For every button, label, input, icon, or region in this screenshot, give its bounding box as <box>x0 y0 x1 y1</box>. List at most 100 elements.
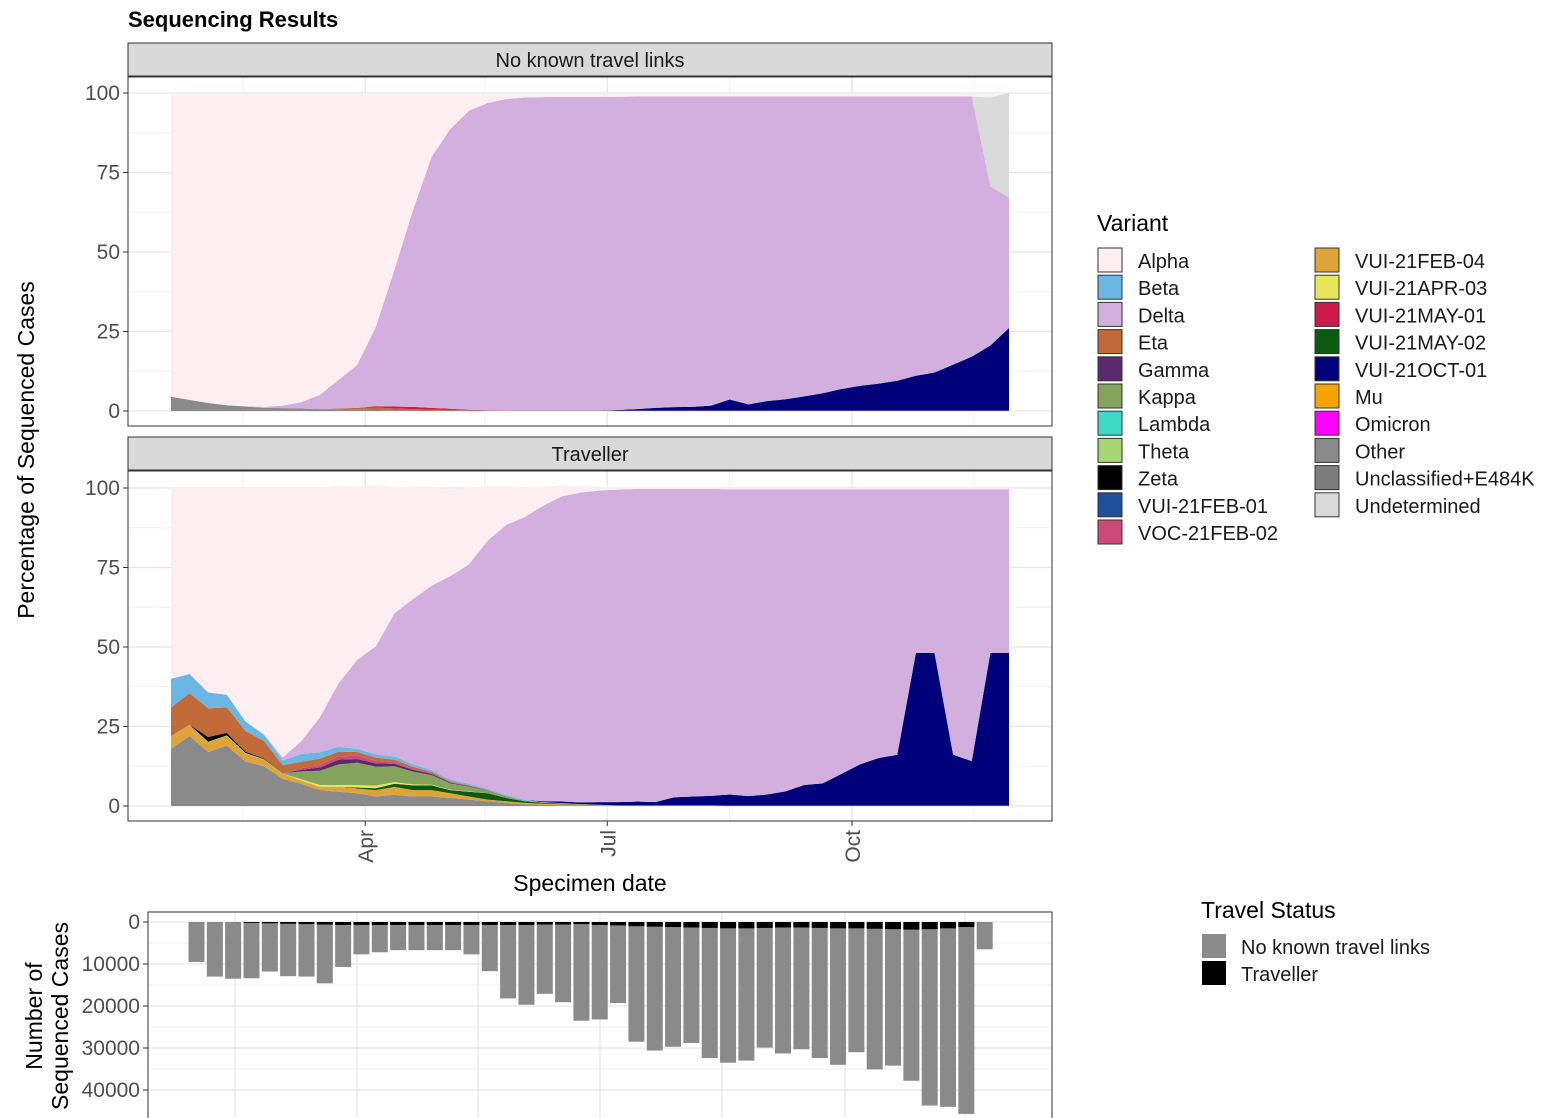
bar-no-known-travel-links <box>261 922 278 972</box>
bar-traveller <box>628 922 645 927</box>
y-axis-title: Percentage of Sequenced Cases <box>13 281 39 619</box>
y-tick-label: 100 <box>85 82 120 105</box>
bar-y-title-line2: Sequenced Cases <box>47 922 73 1110</box>
x-axis-title: Specimen date <box>513 870 666 896</box>
legend-key-zeta <box>1097 465 1123 491</box>
bar-traveller <box>353 922 370 925</box>
legend-key-lambda <box>1097 410 1123 436</box>
bar-no-known-travel-links <box>243 922 260 979</box>
bar-no-known-travel-links <box>481 922 498 972</box>
bar-no-known-travel-links <box>940 922 957 1107</box>
facet-strip-1 <box>127 42 1053 77</box>
bar-traveller <box>610 922 627 926</box>
legend-label-voc-21feb-02: VOC-21FEB-02 <box>1138 523 1278 545</box>
bar-traveller <box>756 922 773 928</box>
bar-traveller <box>775 922 792 928</box>
bar-no-known-travel-links <box>225 922 242 979</box>
bar-no-known-travel-links <box>463 922 480 955</box>
travel-legend-key-traveller <box>1202 961 1226 985</box>
bar-no-known-travel-links <box>426 922 443 951</box>
legend-label-mu: Mu <box>1355 387 1383 409</box>
legend-label-gamma: Gamma <box>1138 360 1210 382</box>
legend-label-vui-21apr-03: VUI-21APR-03 <box>1355 278 1487 300</box>
panel-no-known-travel-links: 0 25 50 75 100 <box>85 76 1053 427</box>
bar-no-known-travel-links <box>445 922 462 951</box>
legend-key-vui-21apr-03 <box>1314 274 1340 300</box>
bar-no-known-travel-links <box>610 922 627 1004</box>
legend-key-voc-21feb-02 <box>1097 519 1123 545</box>
y-tick-label: 0 <box>108 400 120 423</box>
bar-no-known-travel-links <box>793 922 810 1050</box>
bar-traveller <box>298 922 315 925</box>
bar-traveller <box>481 922 498 925</box>
x-tick-label: Apr <box>355 830 378 863</box>
bar-traveller <box>390 922 407 925</box>
bar-y-tick-label: 40000 <box>82 1079 140 1102</box>
panel-border <box>127 470 1053 822</box>
legend-label-vui-21may-02: VUI-21MAY-02 <box>1355 333 1486 355</box>
legend-key-unclassified-e484k <box>1314 465 1340 491</box>
bar-no-known-travel-links <box>921 922 938 1106</box>
travel-legend-title: Travel Status <box>1201 897 1336 923</box>
legend-label-vui-21may-01: VUI-21MAY-01 <box>1355 305 1486 327</box>
variant-legend: Alpha Beta Delta Eta Gamma Kappa Lambda Theta Ze… <box>1097 247 1535 545</box>
legend-key-omicron <box>1314 410 1340 436</box>
bar-no-known-travel-links <box>573 922 590 1021</box>
bar-traveller <box>811 922 828 928</box>
x-axis-ticks: Apr Jul Oct <box>355 821 865 863</box>
bar-traveller <box>500 922 517 925</box>
bar-no-known-travel-links <box>958 922 975 1114</box>
bar-y-title-line1: Number of <box>21 962 47 1070</box>
area-vui-21oct-01 <box>171 328 1009 411</box>
area-vui-21oct-01 <box>171 653 1009 806</box>
bar-traveller <box>921 922 938 930</box>
area-other <box>171 736 1009 806</box>
legend-label-kappa: Kappa <box>1138 387 1197 409</box>
bar-no-known-travel-links <box>408 922 425 951</box>
bar-no-known-travel-links <box>756 922 773 1048</box>
legend-label-vui-21feb-01: VUI-21FEB-01 <box>1138 496 1268 518</box>
bar-traveller <box>665 922 682 928</box>
y-tick-label: 50 <box>97 241 120 264</box>
bar-traveller <box>445 922 462 925</box>
travel-status-legend: No known travel links Traveller <box>1202 934 1430 986</box>
legend-label-omicron: Omicron <box>1355 414 1431 436</box>
bar-traveller <box>738 922 755 929</box>
bar-traveller <box>720 922 737 929</box>
area-alpha <box>171 92 1009 407</box>
bar-no-known-travel-links <box>518 922 535 1005</box>
bar-no-known-travel-links <box>848 922 865 1053</box>
legend-key-beta <box>1097 274 1123 300</box>
panel-traveller: 0 25 50 75 100 <box>85 470 1053 822</box>
bar-traveller <box>371 922 388 925</box>
area-other <box>171 396 1009 411</box>
bar-y-tick-label: 10000 <box>82 953 140 976</box>
legend-label-other: Other <box>1355 441 1405 463</box>
bar-no-known-travel-links <box>280 922 297 977</box>
legend-label-delta: Delta <box>1138 305 1186 327</box>
x-tick-label: Oct <box>842 830 865 863</box>
bar-no-known-travel-links <box>353 922 370 955</box>
legend-key-vui-21feb-04 <box>1314 247 1340 273</box>
y-tick-label: 50 <box>97 636 120 659</box>
bar-no-known-travel-links <box>811 922 828 1059</box>
bar-panel: 0 10000 20000 30000 40000 <box>82 911 1053 1118</box>
legend-label-eta: Eta <box>1138 333 1169 355</box>
legend-label-theta: Theta <box>1138 441 1190 463</box>
area-delta <box>171 488 1009 803</box>
bar-no-known-travel-links <box>665 922 682 1047</box>
y-tick-label: 0 <box>108 795 120 818</box>
bar-y-tick-label: 30000 <box>82 1037 140 1060</box>
y-tick-label: 75 <box>97 557 120 580</box>
area-vui-21may-01 <box>171 396 1009 411</box>
bar-no-known-travel-links <box>646 922 663 1051</box>
bar-no-known-travel-links <box>720 922 737 1063</box>
figure-title: Sequencing Results <box>128 7 338 32</box>
y-tick-label: 75 <box>97 162 120 185</box>
bar-no-known-travel-links <box>976 922 993 950</box>
bar-no-known-travel-links <box>390 922 407 951</box>
x-tick-label: Jul <box>597 830 620 857</box>
legend-key-alpha <box>1097 247 1123 273</box>
legend-label-alpha: Alpha <box>1138 251 1190 273</box>
area-kappa <box>171 724 1009 806</box>
